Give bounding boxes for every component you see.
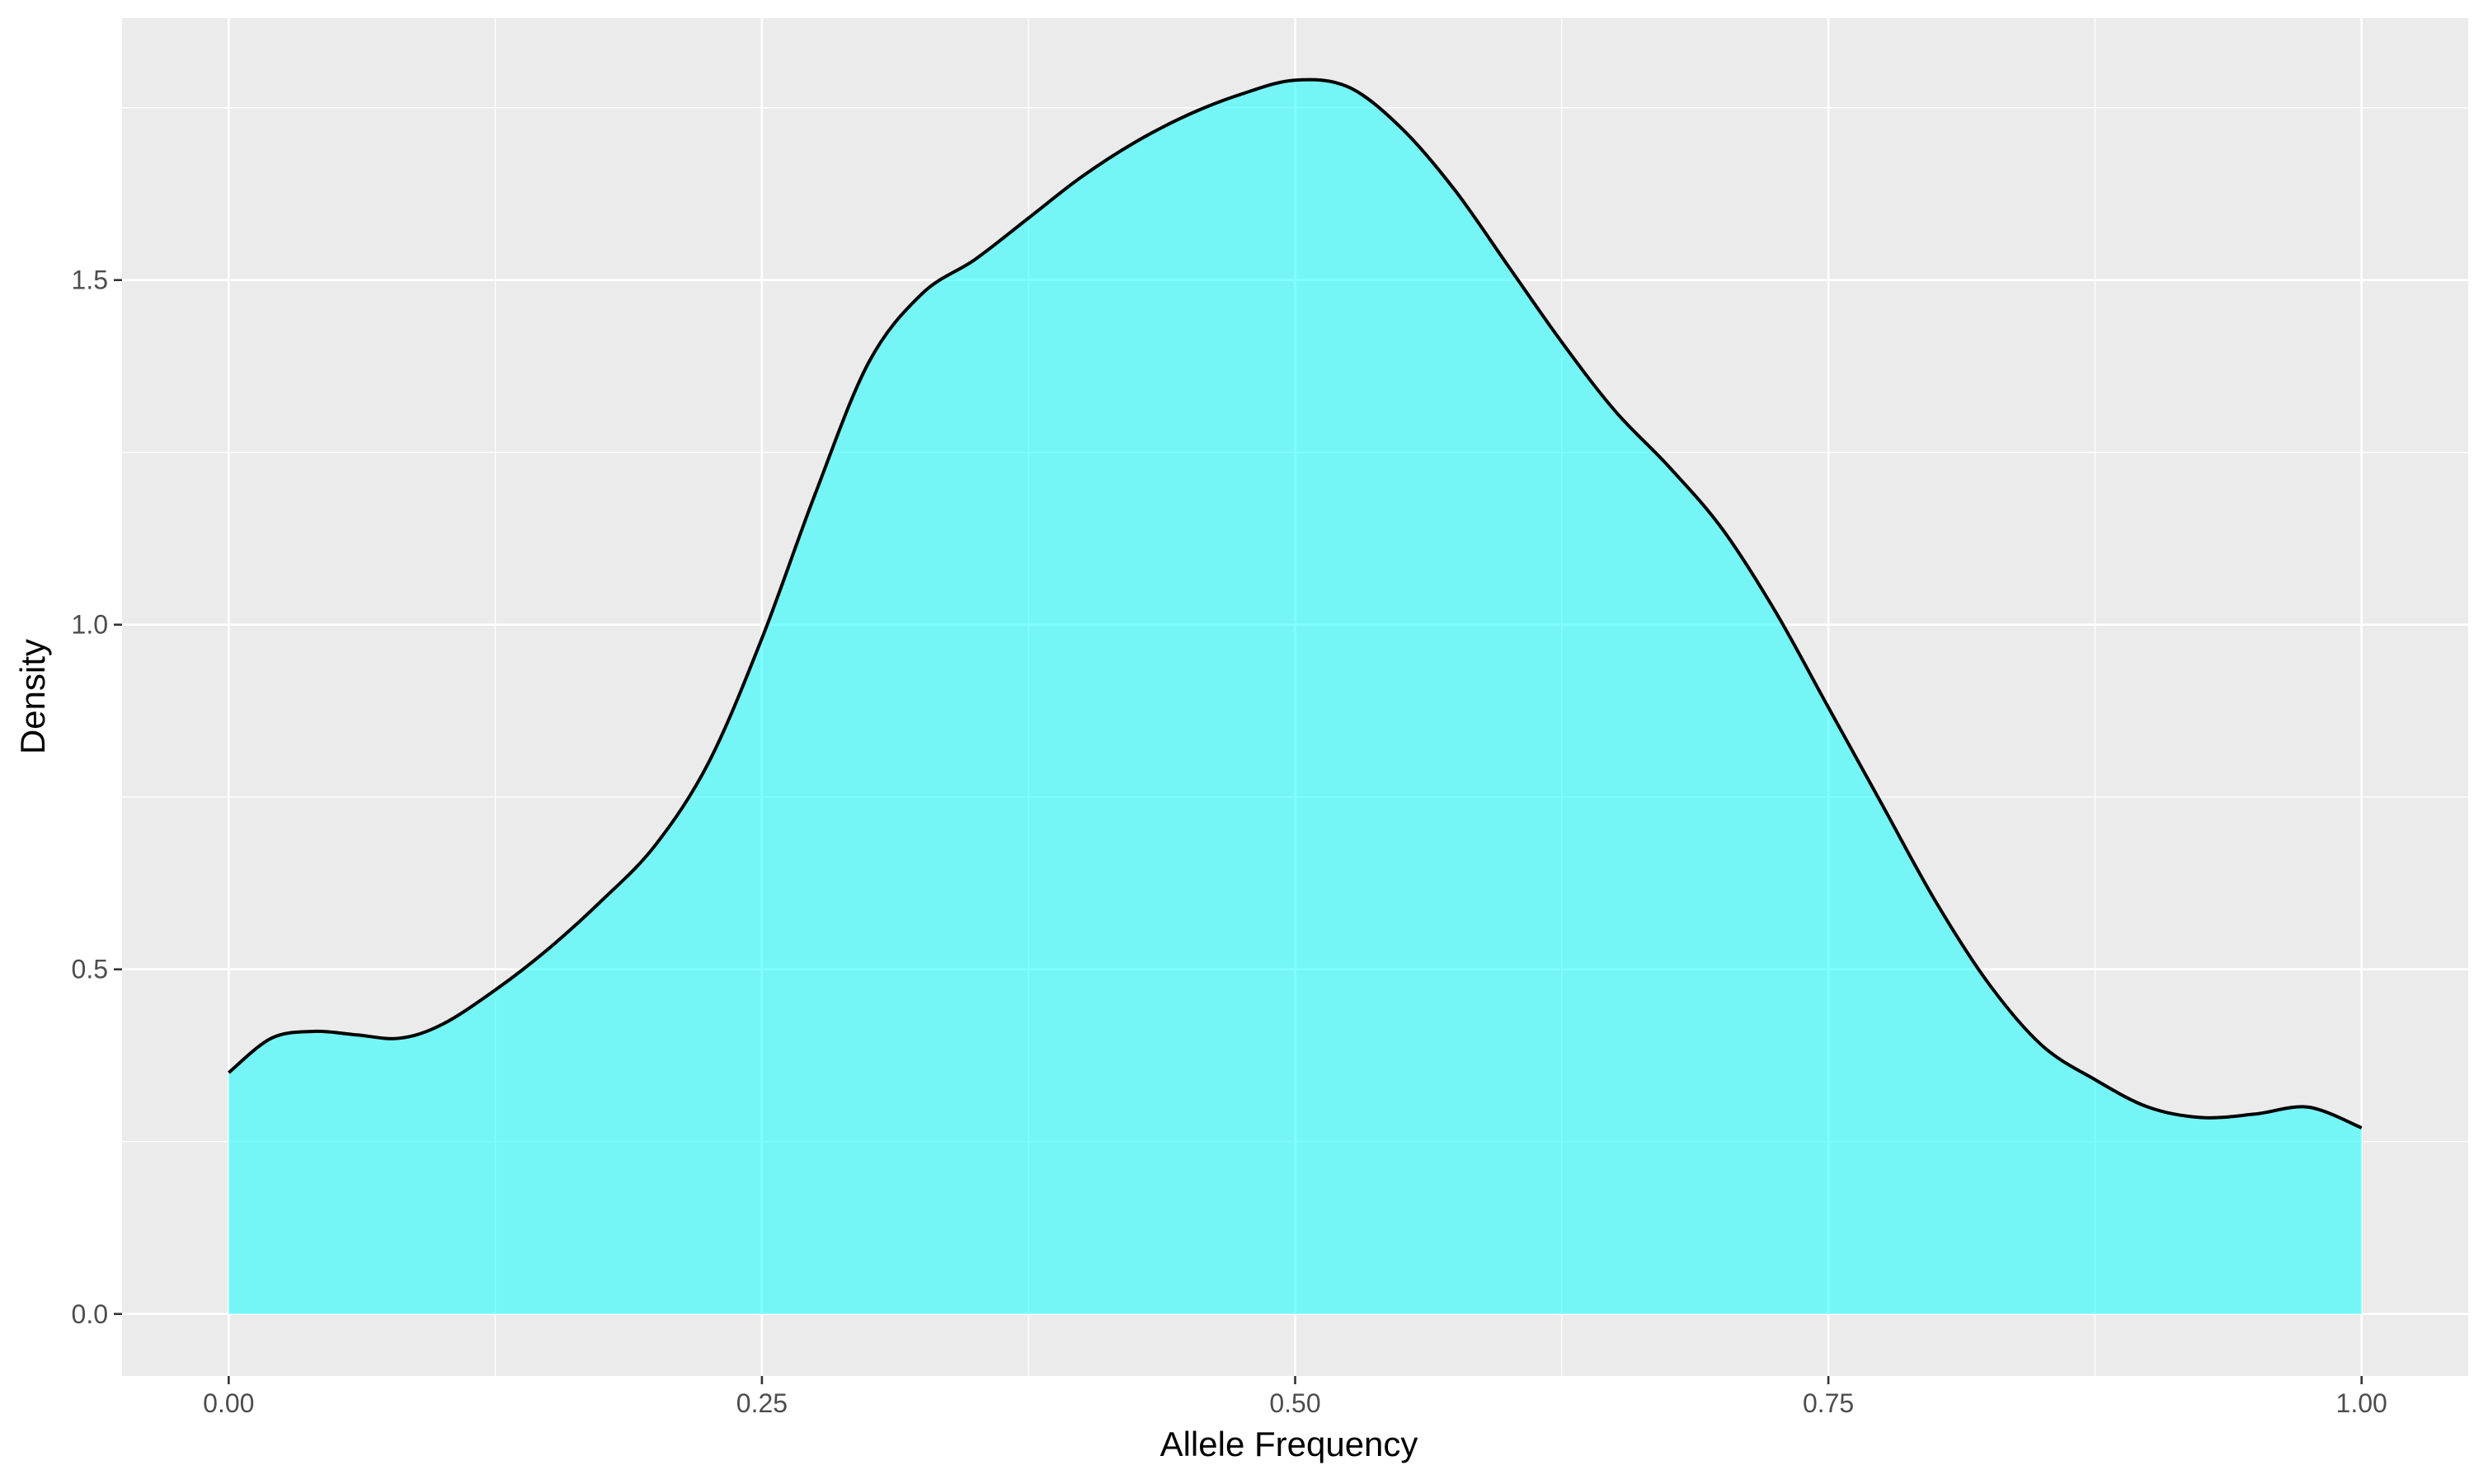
x-tick-label: 0.75 bbox=[1803, 1388, 1854, 1418]
x-tick-label: 0.50 bbox=[1269, 1388, 1320, 1418]
y-tick-label: 1.0 bbox=[72, 610, 108, 640]
y-tick-label: 0.0 bbox=[72, 1299, 108, 1329]
density-area bbox=[228, 79, 2362, 1314]
y-tick-label: 1.5 bbox=[72, 265, 108, 295]
y-tick-label: 0.5 bbox=[72, 955, 108, 984]
x-tick-label: 0.25 bbox=[736, 1388, 788, 1418]
x-axis-ticks: 0.00 0.25 0.50 0.75 1.00 bbox=[203, 1376, 2387, 1418]
x-tick-label: 0.00 bbox=[203, 1388, 254, 1418]
x-tick-label: 1.00 bbox=[2336, 1388, 2387, 1418]
density-curve bbox=[228, 77, 2363, 1129]
y-axis-ticks: 0.0 0.5 1.0 1.5 bbox=[72, 265, 122, 1329]
y-axis-title: Density bbox=[13, 639, 52, 754]
x-axis-title: Allele Frequency bbox=[1160, 1425, 1418, 1463]
